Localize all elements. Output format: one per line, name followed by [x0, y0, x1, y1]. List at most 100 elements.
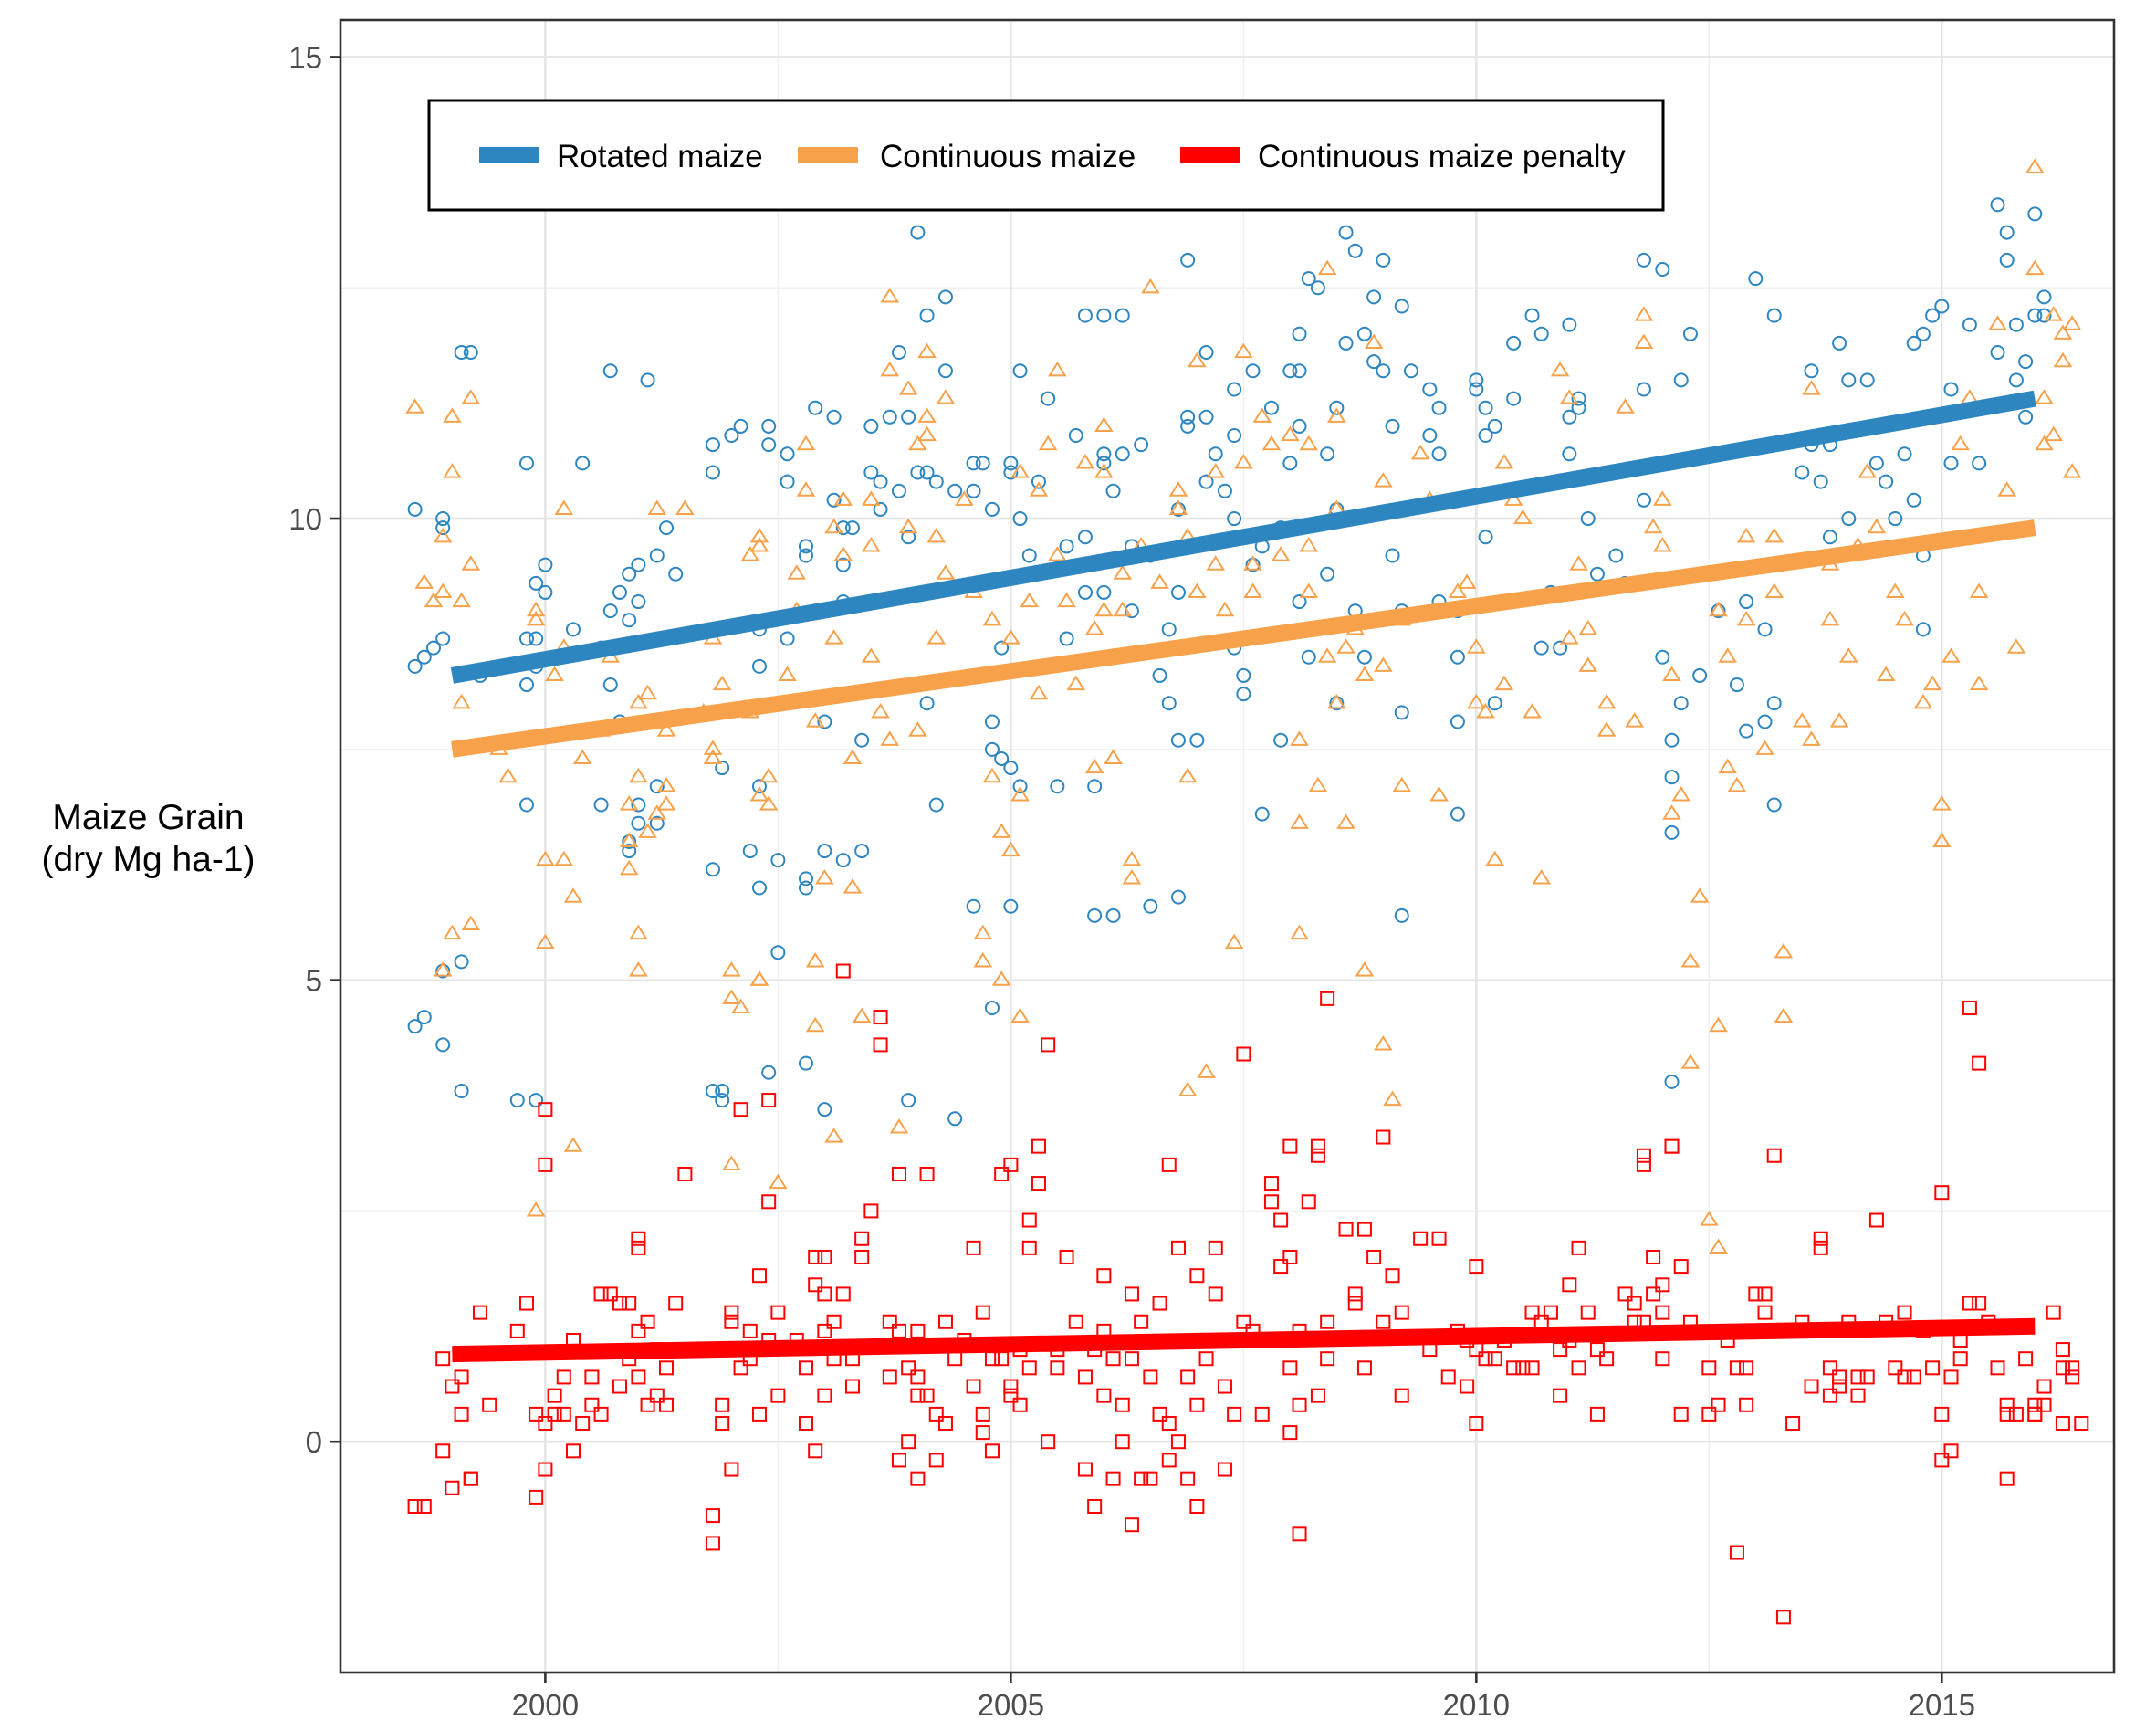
data-point-circle	[1766, 797, 1782, 813]
data-point-circle	[1943, 382, 1959, 397]
data-point-circle	[1906, 492, 1921, 508]
data-point-circle	[1739, 723, 1754, 739]
data-point-square	[1124, 1286, 1139, 1302]
data-point-triangle	[1560, 389, 1579, 404]
data-point-circle	[901, 530, 916, 545]
data-point-circle	[1273, 732, 1289, 748]
data-point-square	[994, 1166, 1010, 1181]
data-point-triangle	[1932, 795, 1952, 811]
data-point-triangle	[973, 924, 993, 940]
data-point-triangle	[1569, 555, 1588, 571]
data-point-circle	[1254, 806, 1270, 822]
data-point-circle	[761, 418, 777, 434]
data-point-triangle	[712, 675, 732, 691]
data-point-square	[1282, 1249, 1298, 1264]
trend-lines	[450, 390, 2036, 1363]
data-point-square	[937, 1415, 953, 1431]
data-point-circle	[715, 761, 730, 776]
data-point-circle	[1841, 511, 1857, 527]
data-point-square	[1152, 1406, 1167, 1422]
y-tick-label: 15	[288, 40, 322, 74]
data-point-circle	[1608, 548, 1624, 563]
data-point-triangle	[805, 1016, 825, 1033]
data-point-circle	[1366, 354, 1382, 370]
data-point-square	[1617, 1286, 1633, 1302]
data-point-square	[538, 1462, 553, 1477]
data-point-square	[1757, 1286, 1773, 1302]
data-point-circle	[1236, 667, 1251, 683]
data-point-square	[1077, 1462, 1093, 1477]
data-point-circle	[1180, 409, 1196, 425]
data-point-triangle	[1839, 647, 1858, 663]
data-point-square	[1236, 1314, 1251, 1329]
data-point-circle	[947, 483, 963, 498]
data-point-circle	[454, 954, 469, 970]
data-point-circle	[649, 548, 665, 563]
data-point-triangle	[749, 785, 769, 802]
data-point-square	[612, 1296, 627, 1311]
data-point-circle	[1580, 511, 1596, 527]
data-point-triangle	[1550, 361, 1570, 377]
data-point-circle	[1879, 474, 1894, 489]
data-point-triangle	[1736, 610, 1756, 626]
data-point-circle	[984, 501, 1000, 517]
data-point-triangle	[433, 527, 453, 543]
data-point-circle	[1673, 372, 1689, 388]
data-point-square	[1041, 1434, 1056, 1450]
data-point-square	[975, 1406, 990, 1422]
data-point-triangle	[1951, 435, 1971, 451]
data-point-triangle	[1718, 758, 1738, 774]
data-point-circle	[1189, 732, 1205, 748]
data-point-triangle	[545, 666, 564, 682]
trend-line	[452, 1317, 2036, 1363]
data-point-circle	[640, 372, 655, 388]
data-point-square	[817, 1388, 832, 1403]
data-point-triangle	[1680, 1054, 1701, 1069]
data-point-triangle	[443, 407, 462, 423]
data-point-square	[584, 1369, 600, 1385]
data-point-circle	[817, 714, 832, 729]
data-point-triangle	[452, 693, 471, 709]
data-point-square	[1655, 1351, 1670, 1367]
data-point-square	[1198, 1351, 1214, 1367]
data-point-circle	[1868, 456, 1884, 471]
data-point-square	[575, 1415, 591, 1431]
data-point-square	[724, 1462, 739, 1477]
data-point-square	[1356, 1222, 1372, 1237]
data-point-square	[1962, 1296, 1977, 1311]
data-point-triangle	[1467, 693, 1486, 709]
data-point-circle	[631, 557, 646, 572]
data-point-circle	[928, 474, 944, 489]
data-point-circle	[1925, 308, 1941, 323]
data-point-circle	[844, 520, 860, 536]
data-point-square	[873, 1037, 888, 1053]
data-point-square	[1087, 1498, 1103, 1514]
data-point-triangle	[722, 1155, 741, 1170]
data-point-triangle	[526, 601, 546, 617]
data-point-square	[761, 1093, 777, 1108]
data-point-circle	[1394, 299, 1409, 314]
data-point-square	[1701, 1406, 1717, 1422]
data-point-circle	[798, 539, 813, 554]
data-point-triangle	[1523, 702, 1542, 719]
data-point-triangle	[1969, 675, 1989, 691]
data-point-triangle	[572, 749, 592, 765]
data-point-square	[1832, 1369, 1847, 1385]
data-point-circle	[1999, 225, 2015, 240]
data-point-square	[445, 1480, 460, 1495]
data-point-square	[529, 1489, 544, 1505]
data-point-square	[677, 1166, 693, 1181]
data-point-triangle	[769, 1173, 788, 1190]
data-point-square	[1897, 1369, 1912, 1385]
data-point-circle	[1003, 898, 1019, 914]
data-point-circle	[1134, 437, 1149, 453]
data-point-square	[1934, 1406, 1950, 1422]
data-point-triangle	[619, 832, 639, 848]
data-point-triangle	[908, 721, 927, 737]
data-point-triangle	[1290, 730, 1309, 746]
data-point-square	[770, 1388, 786, 1403]
data-point-square	[1021, 1240, 1037, 1255]
data-point-circle	[1310, 280, 1325, 296]
x-tick-label: 2000	[512, 1688, 579, 1722]
data-point-square	[873, 1010, 888, 1025]
